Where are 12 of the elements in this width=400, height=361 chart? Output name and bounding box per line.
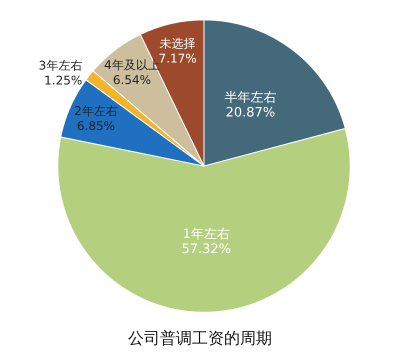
data-label: 20.87% (226, 106, 276, 121)
data-label: 1.25% (44, 73, 82, 88)
data-label: 6.85% (76, 118, 116, 133)
text: 公司普调工资的周期 (128, 328, 272, 348)
slice-label: 未选择 (160, 36, 196, 50)
data-label: 7.17% (158, 51, 197, 66)
slice-label: 2年左右 (74, 104, 118, 118)
slice-label: 3年左右 (38, 58, 82, 72)
data-label: 6.54% (112, 72, 152, 87)
slice-label: 半年左右 (224, 90, 276, 106)
data-label: 57.32% (181, 242, 232, 258)
slice-label: 1年左右 (182, 227, 230, 242)
